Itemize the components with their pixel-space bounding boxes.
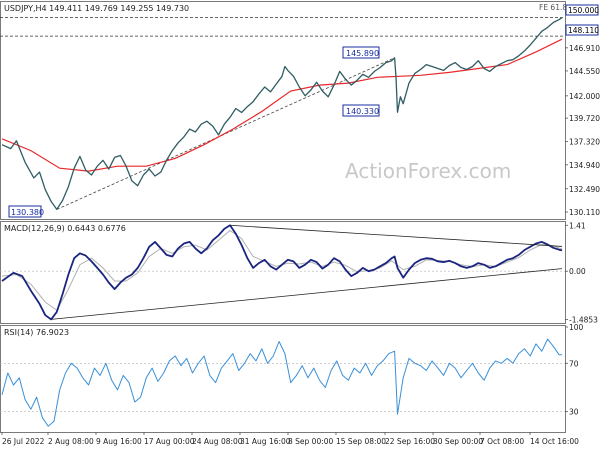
macd-line <box>1 224 563 321</box>
x-tick-label-11: 14 Oct 16:00 <box>530 437 579 446</box>
level-tag-148-text: 148.110 <box>568 26 599 35</box>
macd-trendline-1 <box>51 268 563 320</box>
x-tick-label-1: 2 Aug 08:00 <box>48 437 94 446</box>
x-tick-label-7: 15 Sep 08:00 <box>336 437 386 446</box>
price-y-tick-label-3: 139.720 <box>569 114 600 123</box>
price-y-tick-label-0: 146.910 <box>569 44 600 53</box>
annotation-high-text: 145.890 <box>346 49 379 58</box>
watermark: ActionForex.com <box>345 159 511 183</box>
fe-label: FE 61.8 <box>539 3 567 12</box>
level-tag-150-text: 150.000 <box>568 6 599 15</box>
rsi-panel-title: RSI(14) 76.9023 <box>4 328 69 337</box>
rsi-panel-frame <box>0 325 566 433</box>
price-y-tick-label-2: 142.000 <box>569 92 600 101</box>
macd-panel-title: MACD(12,26,9) 0.6443 0.6776 <box>4 224 126 233</box>
level-tag-148: 148.110 <box>565 24 599 36</box>
price-y-tick-label-7: 130.110 <box>569 208 600 217</box>
price-series <box>1 17 563 211</box>
macd-trendline-0 <box>230 224 563 247</box>
price-panel-frame <box>0 1 566 220</box>
rsi-y-tick-label-0: 100 <box>569 323 584 332</box>
x-tick-label-6: 8 Sep 00:00 <box>288 437 334 446</box>
price-panel-title: USDJPY,H4 149.411 149.769 149.255 149.73… <box>4 4 189 13</box>
rsi-series <box>1 338 562 427</box>
macd-panel-frame <box>0 221 566 324</box>
macd-y-tick-label-2: -1.4853 <box>569 316 598 325</box>
x-tick-label-0: 26 Jul 2022 <box>2 437 45 446</box>
price-line <box>1 17 563 211</box>
x-tick-label-8: 22 Sep 16:00 <box>385 437 435 446</box>
macd-series <box>1 224 563 321</box>
annotation-low-text: 130.380 <box>11 208 44 217</box>
macd-y-tick-label-0: 1.41 <box>569 221 586 230</box>
price-y-tick-label-1: 144.550 <box>569 67 600 76</box>
x-tick-label-5: 31 Aug 16:00 <box>240 437 291 446</box>
x-tick-label-4: 24 Aug 08:00 <box>192 437 243 446</box>
x-tick-label-10: 7 Oct 08:00 <box>480 437 524 446</box>
macd-y-tick-label-1: 0.00 <box>569 267 586 276</box>
ema-line <box>1 38 563 172</box>
price-y-tick-label-4: 137.320 <box>569 138 600 147</box>
annotation-high: 145.890 <box>342 46 380 59</box>
rsi-y-tick-label-1: 70 <box>569 359 579 368</box>
x-tick-label-2: 9 Aug 16:00 <box>96 437 142 446</box>
gridlines <box>0 17 565 412</box>
annotation-low: 130.380 <box>8 205 44 218</box>
x-tick-label-3: 17 Aug 00:00 <box>144 437 195 446</box>
x-tick-label-9: 30 Sep 00:00 <box>433 437 483 446</box>
annotation-dip-text: 140.330 <box>346 107 379 116</box>
level-tag-150: 150.000 <box>565 4 599 16</box>
macd-signal-line <box>1 229 563 312</box>
rsi-line <box>1 338 562 427</box>
price-y-tick-label-5: 134.940 <box>569 161 600 170</box>
price-y-tick-label-6: 132.490 <box>569 185 600 194</box>
annotation-dip: 140.330 <box>342 104 380 117</box>
axis-ticks: 146.910 144.550 142.000 139.720 137.320 134.9… <box>1 44 600 446</box>
rsi-y-tick-label-2: 30 <box>569 408 579 417</box>
